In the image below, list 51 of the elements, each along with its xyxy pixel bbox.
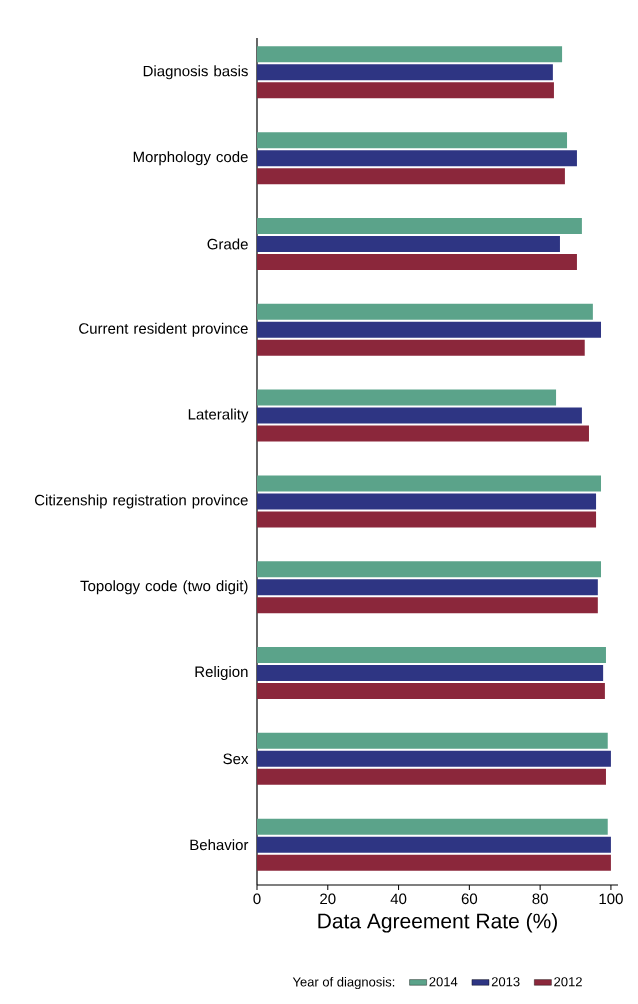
bar	[257, 253, 577, 270]
legend-label: 2014	[429, 977, 458, 987]
bar	[257, 321, 602, 338]
bar	[257, 235, 560, 252]
y-tick-label: Religion	[195, 666, 248, 681]
bar	[257, 389, 557, 406]
legend-title: Year of diagnosis:	[292, 976, 395, 990]
y-tick-label: Sex	[223, 753, 249, 765]
bar	[257, 732, 608, 749]
y-tick-label: Grade	[207, 238, 248, 250]
bar	[257, 836, 611, 853]
bar	[257, 561, 602, 578]
bar	[257, 579, 598, 596]
legend-label: 2013	[491, 977, 520, 987]
x-tick-label: 100	[599, 893, 623, 905]
bar	[257, 854, 611, 871]
x-tick-label: 80	[532, 893, 548, 905]
bar	[257, 150, 577, 167]
bar	[257, 217, 582, 234]
bar	[257, 818, 608, 835]
x-tick-label: 40	[390, 893, 407, 905]
bar	[257, 647, 606, 664]
legend-label: 2012	[554, 977, 582, 987]
y-tick-label: Morphology code	[133, 151, 248, 166]
bar	[257, 511, 597, 528]
bar	[257, 168, 565, 185]
bar	[257, 339, 585, 356]
y-tick-label: Laterality	[188, 408, 249, 423]
bar	[257, 425, 589, 442]
bar	[257, 407, 582, 424]
y-tick-label: Behavior	[190, 839, 249, 851]
bar	[257, 303, 593, 320]
bar	[257, 597, 598, 614]
bar	[257, 683, 605, 700]
y-tick-label: Citizenship registration province	[34, 494, 248, 509]
bar	[257, 665, 604, 682]
bar	[257, 132, 568, 149]
y-tick-label: Diagnosis basis	[143, 65, 248, 80]
bar	[257, 82, 554, 99]
y-tick-label: Topology code (two digit)	[80, 580, 248, 595]
x-axis-title: Data Agreement Rate (%)	[318, 913, 557, 933]
y-tick-label: Current resident province	[79, 322, 248, 337]
bar	[257, 768, 606, 785]
bar	[257, 750, 611, 767]
bar	[257, 493, 597, 510]
bar	[257, 475, 602, 492]
x-tick-label: 60	[461, 893, 478, 905]
bar	[257, 64, 553, 81]
x-tick-label: 0	[253, 893, 261, 905]
x-tick-label: 20	[320, 893, 336, 905]
bar	[257, 46, 563, 63]
